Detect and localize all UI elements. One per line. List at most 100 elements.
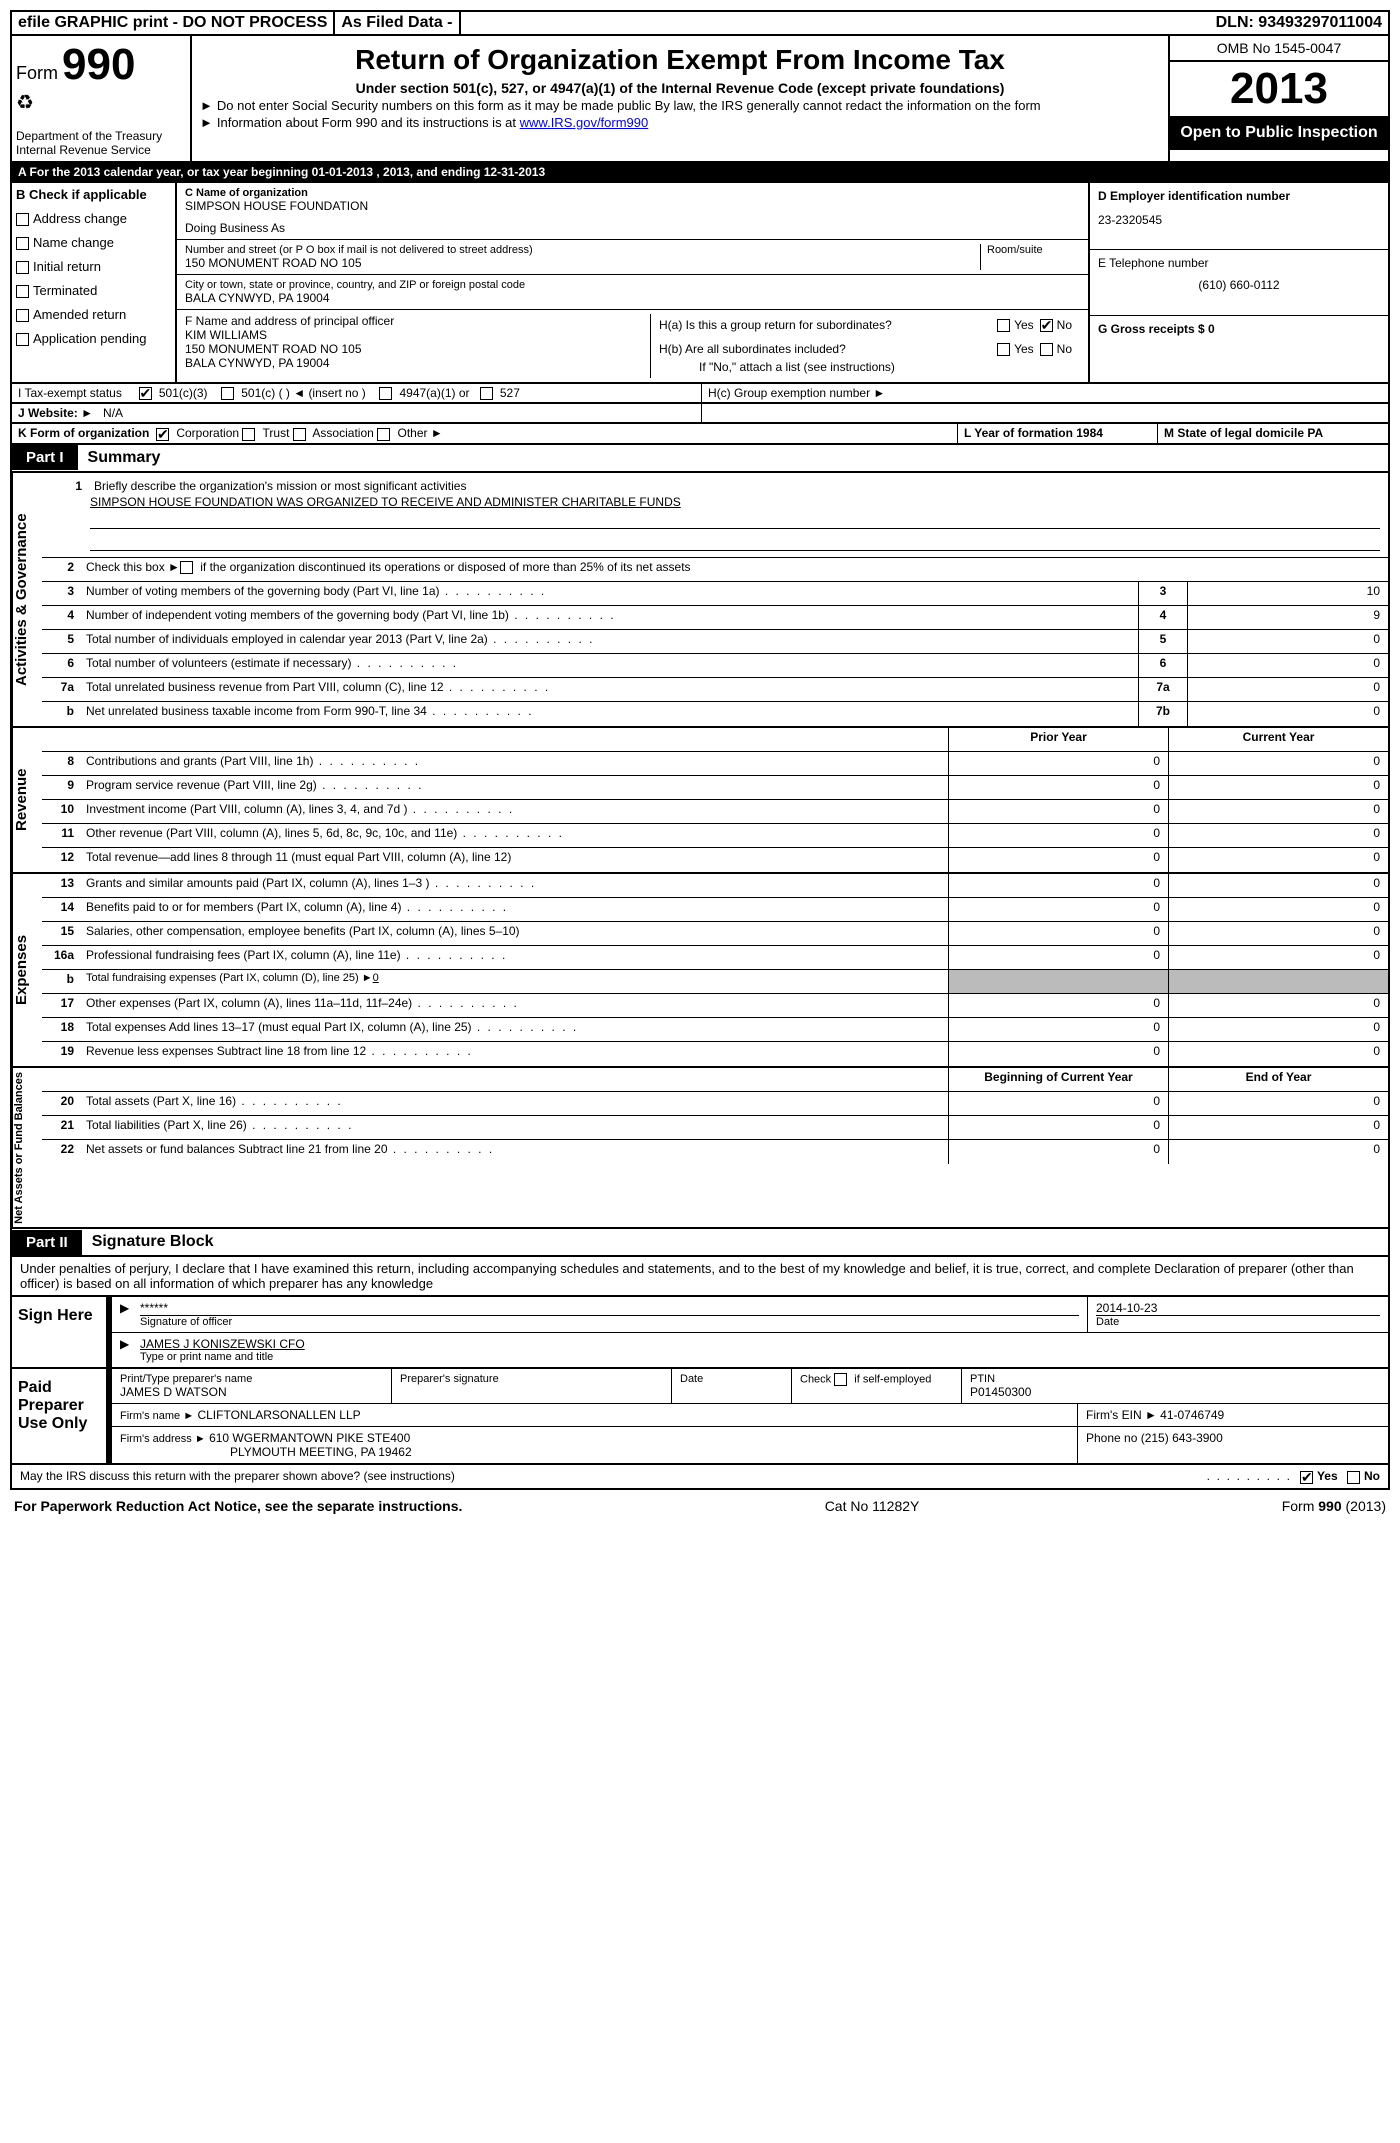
- part-1-header: Part I Summary: [10, 445, 1390, 473]
- k-assoc: Association: [312, 426, 373, 440]
- summary-netassets: Net Assets or Fund Balances Beginning of…: [10, 1068, 1390, 1230]
- s14: Benefits paid to or for members (Part IX…: [82, 898, 948, 921]
- firm-city: PLYMOUTH MEETING, PA 19462: [120, 1445, 1069, 1459]
- hdr-beg: Beginning of Current Year: [948, 1068, 1168, 1091]
- g-label: G Gross receipts $ 0: [1098, 322, 1380, 336]
- s16b: Total fundraising expenses (Part IX, col…: [82, 970, 948, 993]
- ptin-lbl: PTIN: [970, 1373, 1380, 1385]
- b-heading: B Check if applicable: [16, 187, 171, 202]
- officer-name: KIM WILLIAMS: [185, 328, 650, 342]
- summary-expenses: Expenses 13Grants and similar amounts pa…: [10, 874, 1390, 1068]
- hb-row: H(b) Are all subordinates included? Yes …: [659, 342, 1072, 356]
- discuss-yes: Yes: [1317, 1469, 1338, 1483]
- cb-initial[interactable]: [16, 261, 29, 274]
- city-val: BALA CYNWYD, PA 19004: [185, 291, 1080, 305]
- cb-discuss-yes[interactable]: [1300, 1471, 1313, 1484]
- hc-label: H(c) Group exemption number ►: [708, 386, 885, 400]
- dept-treasury: Department of the Treasury: [16, 129, 186, 143]
- s6v: 0: [1188, 654, 1388, 677]
- lbl-name: Name change: [33, 235, 114, 250]
- cb-pending[interactable]: [16, 333, 29, 346]
- b-checkboxes: B Check if applicable Address change Nam…: [12, 183, 177, 382]
- hdr-end: End of Year: [1168, 1068, 1388, 1091]
- firm-phone: Phone no (215) 643-3900: [1078, 1427, 1388, 1463]
- s2: Check this box ► if the organization dis…: [82, 558, 1388, 581]
- cb-address[interactable]: [16, 213, 29, 226]
- cb-name[interactable]: [16, 237, 29, 250]
- summary-revenue: Revenue Prior YearCurrent Year 8Contribu…: [10, 728, 1390, 874]
- ha-yes: Yes: [1014, 318, 1034, 332]
- sig-officer-label: Signature of officer: [140, 1315, 1079, 1328]
- cb-501c3[interactable]: [139, 387, 152, 400]
- dln-val: 93493297011004: [1258, 14, 1382, 31]
- footer: For Paperwork Reduction Act Notice, see …: [10, 1490, 1390, 1522]
- prep-name: JAMES D WATSON: [120, 1385, 383, 1399]
- cb-4947[interactable]: [379, 387, 392, 400]
- s7av: 0: [1188, 678, 1388, 701]
- s5: Total number of individuals employed in …: [82, 630, 1138, 653]
- street-row: Number and street (or P O box if mail is…: [177, 240, 1088, 275]
- m-state: M State of legal domicile PA: [1164, 426, 1323, 440]
- firm-ein: Firm's EIN ► 41-0746749: [1078, 1404, 1388, 1426]
- part2-label: Part II: [12, 1230, 82, 1255]
- cb-hb-yes[interactable]: [997, 343, 1010, 356]
- hc-box: H(c) Group exemption number ►: [702, 384, 1388, 402]
- cb-terminated[interactable]: [16, 285, 29, 298]
- part1-label: Part I: [12, 445, 78, 470]
- cb-ha-yes[interactable]: [997, 319, 1010, 332]
- org-name: SIMPSON HOUSE FOUNDATION: [185, 199, 1080, 213]
- cb-ha-no[interactable]: [1040, 319, 1053, 332]
- c-name: C Name of organization SIMPSON HOUSE FOU…: [177, 183, 1088, 240]
- phone-val: (610) 660-0112: [1098, 278, 1380, 292]
- irs-link[interactable]: www.IRS.gov/form990: [520, 115, 649, 130]
- f-label: F Name and address of principal officer: [185, 314, 650, 328]
- firm-addr: 610 WGERMANTOWN PIKE STE400: [209, 1431, 410, 1445]
- form-word: Form: [16, 63, 58, 84]
- s17: Other expenses (Part IX, column (A), lin…: [82, 994, 948, 1017]
- cb-corp[interactable]: [156, 428, 169, 441]
- lbl-amended: Amended return: [33, 307, 126, 322]
- s8: Contributions and grants (Part VIII, lin…: [82, 752, 948, 775]
- c-f-block: C Name of organization SIMPSON HOUSE FOU…: [177, 183, 1088, 382]
- cb-527[interactable]: [480, 387, 493, 400]
- officer-street: 150 MONUMENT ROAD NO 105: [185, 342, 650, 356]
- street-label: Number and street (or P O box if mail is…: [185, 244, 980, 256]
- perjury-text: Under penalties of perjury, I declare th…: [10, 1257, 1390, 1297]
- cb-hb-no[interactable]: [1040, 343, 1053, 356]
- firm-name-lbl: Firm's name ►: [120, 1410, 194, 1422]
- cb-self[interactable]: [834, 1373, 847, 1386]
- s4: Number of independent voting members of …: [82, 606, 1138, 629]
- footer-mid: Cat No 11282Y: [825, 1498, 920, 1514]
- sig-stars: ******: [140, 1301, 1079, 1315]
- vtab-expenses: Expenses: [12, 874, 42, 1066]
- ein-val: 23-2320545: [1098, 213, 1380, 227]
- s15: Salaries, other compensation, employee b…: [82, 922, 948, 945]
- hdr-prior: Prior Year: [948, 728, 1168, 751]
- cb-amended[interactable]: [16, 309, 29, 322]
- cb-501c[interactable]: [221, 387, 234, 400]
- s22: Net assets or fund balances Subtract lin…: [82, 1140, 948, 1164]
- cb-other[interactable]: [377, 428, 390, 441]
- top-bar: efile GRAPHIC print - DO NOT PROCESS As …: [10, 10, 1390, 36]
- s11: Other revenue (Part VIII, column (A), li…: [82, 824, 948, 847]
- cb-discuss-no[interactable]: [1347, 1471, 1360, 1484]
- cb-assoc[interactable]: [293, 428, 306, 441]
- tax-year: 2013: [1170, 62, 1388, 116]
- city-row: City or town, state or province, country…: [177, 275, 1088, 310]
- i-o1: 501(c)(3): [159, 386, 208, 400]
- cb-s2[interactable]: [180, 561, 193, 574]
- prep-self: Check if self-employed: [792, 1369, 962, 1403]
- k-corp: Corporation: [176, 426, 239, 440]
- sig-date: 2014-10-23: [1096, 1301, 1380, 1315]
- line-a: A For the 2013 calendar year, or tax yea…: [10, 163, 1390, 183]
- l-year: L Year of formation 1984: [964, 426, 1103, 440]
- public-inspection: Open to Public Inspection: [1170, 116, 1388, 150]
- cb-trust[interactable]: [242, 428, 255, 441]
- k-other: Other ►: [397, 426, 442, 440]
- i-o4: 527: [500, 386, 520, 400]
- hb-yes: Yes: [1014, 342, 1034, 356]
- ha-no: No: [1057, 318, 1072, 332]
- section-b-h: B Check if applicable Address change Nam…: [10, 183, 1390, 384]
- s1-label: Briefly describe the organization's miss…: [90, 477, 1380, 495]
- form-990: Form 990: [16, 40, 186, 90]
